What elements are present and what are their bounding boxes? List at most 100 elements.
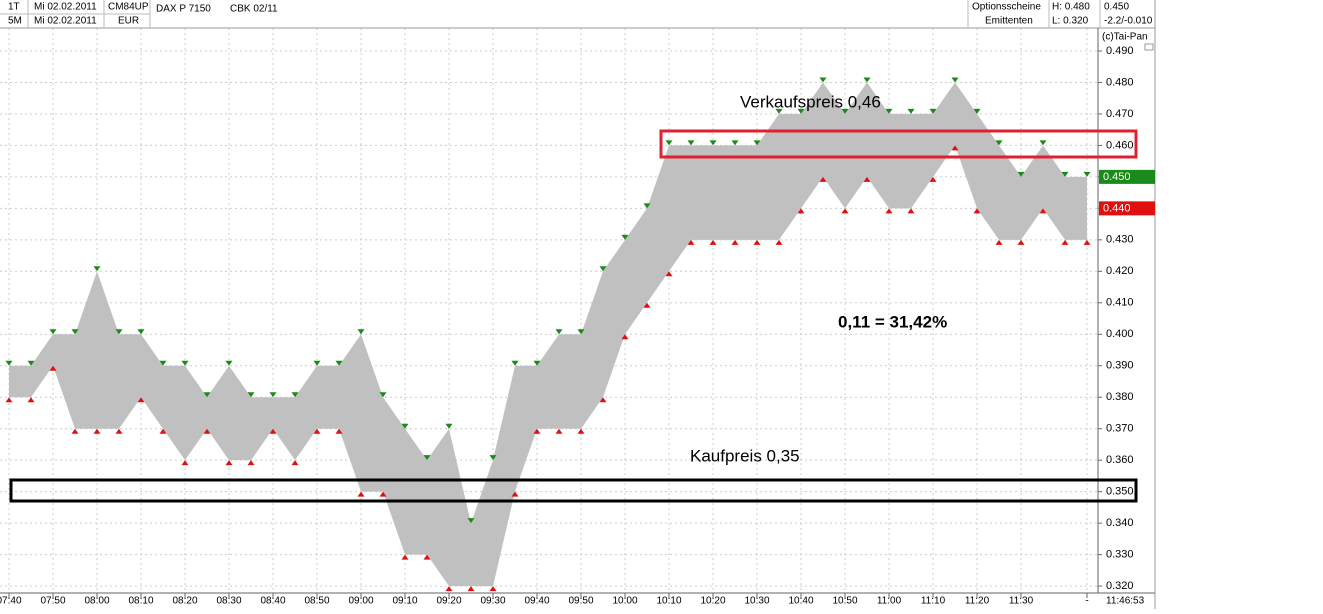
x-tick-label: 09:50 — [568, 596, 593, 607]
high-marker — [291, 392, 299, 398]
low-marker — [885, 208, 893, 214]
header-text: Emittenten — [985, 16, 1033, 27]
low-marker — [1061, 239, 1069, 245]
annotation: Kaufpreis 0,35 — [690, 446, 800, 465]
x-tick-label: 09:40 — [524, 596, 549, 607]
high-marker — [621, 234, 629, 240]
high-marker — [555, 329, 563, 335]
x-tick-label: 08:30 — [216, 596, 241, 607]
low-marker — [621, 334, 629, 340]
y-tick-label: 0.390 — [1106, 360, 1134, 372]
low-marker — [863, 176, 871, 182]
y-tick-label: 0.380 — [1106, 391, 1134, 403]
x-tick-label: 10:30 — [744, 596, 769, 607]
high-marker — [511, 360, 519, 366]
x-tick-label: 11:20 — [965, 596, 990, 607]
high-marker — [907, 108, 915, 114]
header-text: -2.2/-0.010 — [1104, 16, 1153, 27]
low-marker — [731, 239, 739, 245]
low-marker — [467, 586, 475, 592]
low-marker — [357, 491, 365, 497]
x-tick-label: 10:50 — [832, 596, 857, 607]
high-marker — [357, 329, 365, 335]
y-tick-label: 0.460 — [1106, 139, 1134, 151]
x-tick-label: 09:20 — [436, 596, 461, 607]
high-marker — [841, 108, 849, 114]
x-tick-label: 07:50 — [40, 596, 65, 607]
high-marker — [27, 360, 35, 366]
copyright: (c)Tai-Pan — [1102, 32, 1148, 43]
x-tick-label: 10:00 — [612, 596, 637, 607]
high-marker — [643, 203, 651, 209]
high-marker — [181, 360, 189, 366]
high-marker — [159, 360, 167, 366]
x-tick-label: 09:30 — [480, 596, 505, 607]
y-tick-label: 0.320 — [1106, 580, 1134, 592]
low-marker — [313, 428, 321, 434]
x-tick-label: 08:40 — [260, 596, 285, 607]
low-marker — [951, 145, 959, 151]
y-tick-label: 0.340 — [1106, 517, 1134, 529]
low-marker — [533, 428, 541, 434]
high-marker — [335, 360, 343, 366]
low-marker — [753, 239, 761, 245]
high-marker — [115, 329, 123, 335]
low-marker — [1017, 239, 1025, 245]
high-marker — [885, 108, 893, 114]
scroll-button[interactable] — [1144, 43, 1154, 51]
header-text: Mi 02.02.2011 — [34, 2, 97, 13]
high-marker — [225, 360, 233, 366]
low-marker — [115, 428, 123, 434]
high-marker — [71, 329, 79, 335]
header-text: DAX P 7150 — [156, 4, 211, 15]
high-marker — [665, 140, 673, 146]
price-marker — [1099, 169, 1155, 184]
high-marker — [533, 360, 541, 366]
x-tick-label: 09:10 — [392, 596, 417, 607]
high-marker — [445, 423, 453, 429]
header-text: 1T — [8, 2, 20, 13]
low-marker — [599, 397, 607, 403]
high-marker — [269, 392, 277, 398]
high-marker — [423, 455, 431, 461]
high-marker — [995, 140, 1003, 146]
range-band — [9, 82, 1087, 587]
low-marker — [291, 460, 299, 466]
low-marker — [225, 460, 233, 466]
high-marker — [313, 360, 321, 366]
x-tick-label: 10:10 — [656, 596, 681, 607]
low-marker — [973, 208, 981, 214]
low-marker — [643, 302, 651, 308]
high-marker — [203, 392, 211, 398]
low-marker — [819, 176, 827, 182]
low-marker — [27, 397, 35, 403]
low-marker — [203, 428, 211, 434]
x-tick-label: 07:40 — [0, 596, 22, 607]
y-tick-label: 0.360 — [1106, 454, 1134, 466]
low-marker — [335, 428, 343, 434]
header-text: H: 0.480 — [1052, 2, 1090, 13]
low-marker — [5, 397, 13, 403]
low-marker — [665, 271, 673, 277]
header-text: Mi 02.02.2011 — [34, 16, 97, 27]
low-marker — [423, 554, 431, 560]
high-marker — [467, 518, 475, 524]
price-marker — [1099, 201, 1155, 216]
x-tick-label: - — [1085, 596, 1088, 607]
high-marker — [687, 140, 695, 146]
y-tick-label: 0.330 — [1106, 549, 1134, 561]
high-marker — [1061, 171, 1069, 177]
high-marker — [137, 329, 145, 335]
low-marker — [775, 239, 783, 245]
low-marker — [159, 428, 167, 434]
x-tick-label: 08:00 — [84, 596, 109, 607]
low-marker — [445, 586, 453, 592]
x-tick-label: 11:10 — [921, 596, 946, 607]
clock: 11:46:53 — [1106, 596, 1145, 607]
low-marker — [137, 397, 145, 403]
high-marker — [819, 77, 827, 83]
sell-box — [659, 129, 1138, 159]
high-marker — [709, 140, 717, 146]
